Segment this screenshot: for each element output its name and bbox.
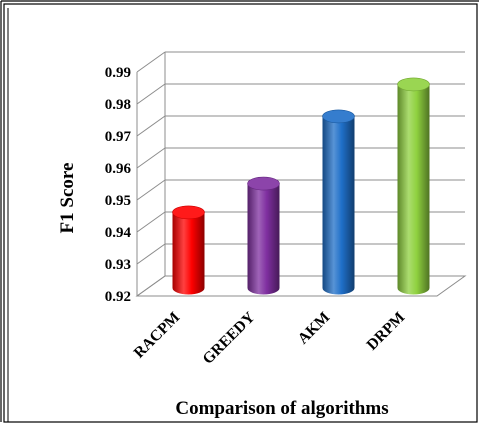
- x-tick-label: GREEDY: [199, 309, 258, 368]
- bar-racpm: [172, 205, 205, 295]
- y-tick-label: 0.99: [105, 65, 131, 81]
- y-axis-label: F1 Score: [57, 163, 78, 234]
- x-tick-label: RACPM: [131, 309, 184, 362]
- y-tick-label: 0.94: [105, 225, 132, 241]
- y-tick-label: 0.96: [105, 161, 132, 177]
- y-tick-label: 0.92: [105, 289, 131, 305]
- bar-akm: [322, 109, 355, 295]
- y-tick-label: 0.95: [105, 193, 131, 209]
- bar-top: [397, 77, 430, 92]
- y-tick-label: 0.98: [105, 97, 131, 113]
- y-tick-label: 0.93: [105, 257, 131, 273]
- side-gridline: [136, 83, 166, 105]
- bar-body: [247, 183, 280, 295]
- bar-top: [247, 176, 280, 191]
- x-tick-label: DRPM: [363, 309, 408, 354]
- y-tick-label: 0.97: [105, 129, 132, 145]
- side-gridline: [136, 147, 166, 169]
- side-gridline: [136, 179, 166, 201]
- bar-greedy: [247, 176, 280, 295]
- side-gridline: [136, 51, 166, 73]
- x-tick-label: AKM: [295, 309, 334, 348]
- bar-top: [172, 205, 205, 220]
- bar-body: [397, 84, 430, 295]
- bar-body: [172, 212, 205, 295]
- side-gridline: [136, 211, 166, 233]
- bar-top: [322, 109, 355, 124]
- bar-body: [322, 116, 355, 295]
- x-axis-label: Comparison of algorithms: [175, 398, 388, 419]
- chart-floor: [135, 275, 467, 297]
- outer-frame: [3, 3, 478, 423]
- bar-drpm: [397, 77, 430, 295]
- side-gridline: [136, 243, 166, 265]
- side-gridline: [136, 115, 166, 137]
